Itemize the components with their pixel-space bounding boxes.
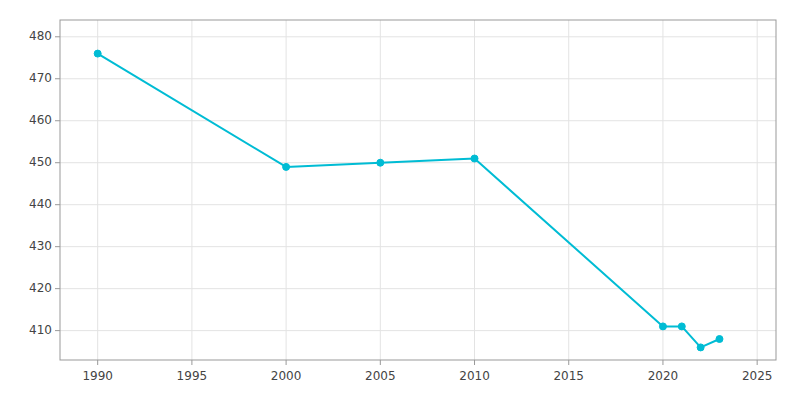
tick-x xyxy=(97,360,98,365)
grid-line-x xyxy=(97,20,98,360)
grid xyxy=(60,20,776,360)
tick-label-y: 460 xyxy=(29,113,52,127)
tick-label-x: 2010 xyxy=(459,369,490,383)
grid-line-x xyxy=(568,20,569,360)
series-line xyxy=(98,54,720,348)
tick-y xyxy=(55,330,60,331)
grid-line-y xyxy=(60,78,776,79)
grid-line-x xyxy=(474,20,475,360)
data-point xyxy=(377,159,384,166)
tick-label-x: 2020 xyxy=(648,369,679,383)
grid-line-x xyxy=(757,20,758,360)
tick-y xyxy=(55,78,60,79)
data-point xyxy=(697,344,704,351)
tick-label-y: 420 xyxy=(29,281,52,295)
tick-x xyxy=(474,360,475,365)
tick-label-x: 2025 xyxy=(742,369,773,383)
tick-label-y: 450 xyxy=(29,155,52,169)
tick-x xyxy=(757,360,758,365)
grid-line-x xyxy=(286,20,287,360)
grid-line-y xyxy=(60,204,776,205)
tick-x xyxy=(380,360,381,365)
axes: 410 420 430 440 450 460 470 480 1990 1995 2000 2005… xyxy=(29,29,772,383)
grid-line-y xyxy=(60,246,776,247)
tick-x xyxy=(286,360,287,365)
tick-x xyxy=(191,360,192,365)
grid-line-y xyxy=(60,288,776,289)
grid-line-y xyxy=(60,330,776,331)
plot-frame xyxy=(60,20,776,360)
data-point xyxy=(471,155,478,162)
data-point xyxy=(283,163,290,170)
plot-area xyxy=(94,50,723,351)
tick-y xyxy=(55,36,60,37)
tick-label-x: 1990 xyxy=(82,369,113,383)
tick-label-y: 410 xyxy=(29,323,52,337)
tick-y xyxy=(55,162,60,163)
chart: 410 420 430 440 450 460 470 480 1990 1995 2000 2005… xyxy=(0,0,800,400)
tick-label-y: 470 xyxy=(29,71,52,85)
tick-y xyxy=(55,120,60,121)
tick-x xyxy=(568,360,569,365)
data-point xyxy=(678,323,685,330)
tick-label-x: 2015 xyxy=(553,369,584,383)
tick-y xyxy=(55,204,60,205)
tick-label-x: 2000 xyxy=(271,369,302,383)
data-point xyxy=(659,323,666,330)
tick-y xyxy=(55,288,60,289)
grid-line-y xyxy=(60,120,776,121)
tick-label-y: 440 xyxy=(29,197,52,211)
tick-x xyxy=(662,360,663,365)
grid-line-x xyxy=(191,20,192,360)
data-point xyxy=(94,50,101,57)
grid-line-y xyxy=(60,36,776,37)
tick-label-y: 480 xyxy=(29,29,52,43)
tick-label-x: 1995 xyxy=(177,369,208,383)
grid-line-y xyxy=(60,162,776,163)
tick-y xyxy=(55,246,60,247)
tick-label-y: 430 xyxy=(29,239,52,253)
chart-container: 410 420 430 440 450 460 470 480 1990 1995 2000 2005… xyxy=(0,0,800,400)
grid-line-x xyxy=(380,20,381,360)
data-point xyxy=(716,336,723,343)
tick-label-x: 2005 xyxy=(365,369,396,383)
grid-line-x xyxy=(662,20,663,360)
